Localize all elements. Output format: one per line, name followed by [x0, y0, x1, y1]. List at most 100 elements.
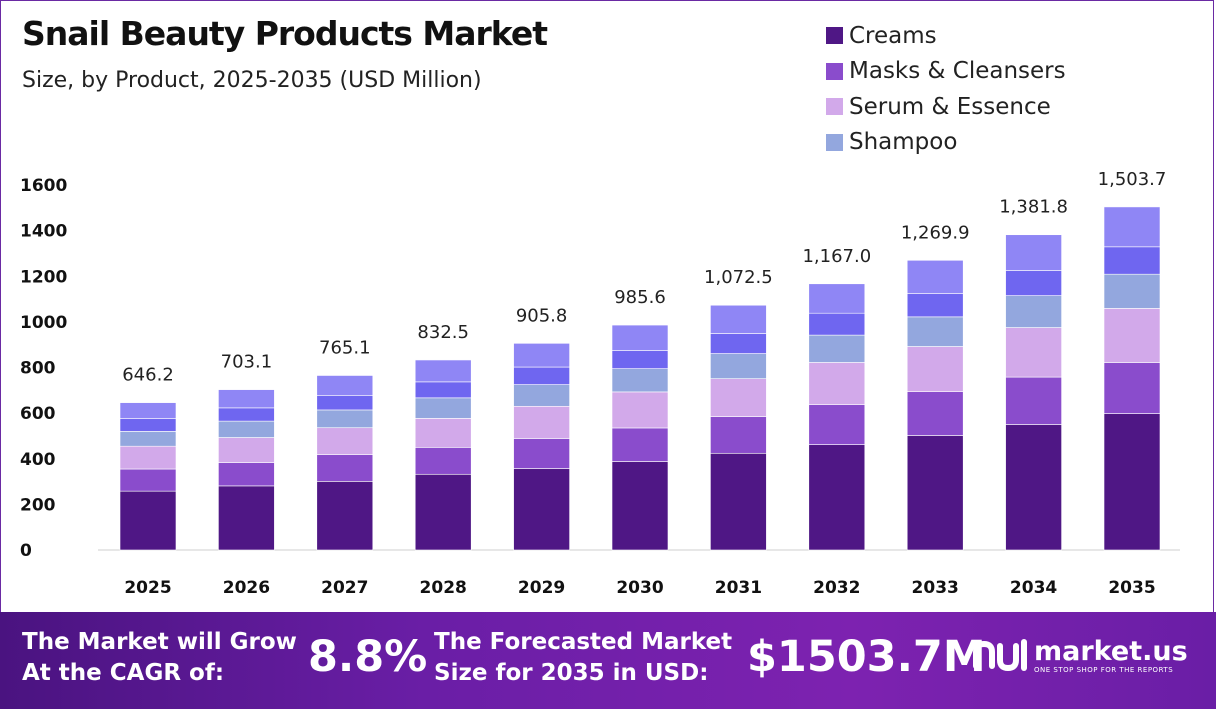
bar-segment	[1005, 270, 1062, 296]
bar-segment	[316, 395, 374, 411]
bar-segment	[906, 293, 964, 318]
bar-segment	[119, 445, 177, 470]
bar-segment	[513, 438, 570, 469]
bar-segment	[906, 391, 964, 436]
bar-segment	[1103, 206, 1161, 248]
data-label: 646.2	[122, 365, 174, 386]
bar-segment	[710, 416, 767, 454]
bar-segment	[1005, 424, 1062, 551]
bar-segment	[808, 362, 866, 405]
legend-swatch	[826, 62, 843, 80]
brand-logo: market.us ONE STOP SHOP FOR THE REPORTS	[972, 636, 1188, 676]
data-label: 1,381.8	[999, 197, 1068, 218]
bar-segment	[710, 333, 767, 354]
bar-segment	[1005, 376, 1062, 425]
chart-subtitle: Size, by Product, 2025-2035 (USD Million…	[22, 68, 482, 93]
bar-segment	[316, 375, 374, 396]
y-tick-label: 600	[20, 404, 56, 424]
bar-segment	[316, 409, 374, 429]
bar-segment	[710, 353, 767, 379]
x-tick-label: 2026	[223, 578, 270, 598]
y-tick-label: 1200	[20, 267, 67, 287]
y-tick-label: 1400	[20, 222, 67, 242]
legend-label: Masks & Cleansers	[849, 58, 1066, 85]
y-tick-label: 1000	[20, 313, 67, 333]
bar-segment	[119, 418, 177, 432]
bar-segment	[513, 405, 570, 439]
bar-segment	[611, 461, 669, 551]
bar-segment	[710, 304, 767, 334]
legend-item: Masks & Cleansers	[826, 54, 1066, 90]
forecast-caption: The Forecasted Market Size for 2035 in U…	[434, 629, 733, 686]
x-tick-label: 2028	[420, 578, 467, 598]
x-tick-label: 2025	[124, 578, 171, 598]
y-tick-label: 800	[20, 359, 56, 379]
data-label: 1,167.0	[802, 246, 871, 267]
bar-segment	[906, 316, 964, 347]
bar-segment	[218, 485, 275, 551]
bar-segment	[218, 462, 275, 487]
bar-segment	[1005, 295, 1062, 328]
data-label: 832.5	[417, 322, 469, 343]
bar-segment	[414, 397, 472, 419]
y-tick-label: 400	[20, 450, 56, 470]
legend-item: Creams	[826, 18, 1066, 54]
data-label: 1,269.9	[901, 222, 970, 243]
bar-segment	[611, 427, 669, 462]
brand-tagline: ONE STOP SHOP FOR THE REPORTS	[1034, 666, 1174, 674]
bar-segment	[414, 473, 472, 551]
data-label: 985.6	[614, 287, 666, 308]
x-tick-label: 2029	[518, 578, 565, 598]
bar-segment	[1103, 308, 1161, 363]
bar-segment	[808, 444, 866, 551]
y-tick-label: 0	[20, 541, 32, 561]
forecast-value: $1503.7M	[747, 632, 986, 682]
bar-segment	[710, 378, 767, 417]
legend-label: Serum & Essence	[849, 93, 1051, 120]
bar-segment	[710, 452, 767, 551]
bar-segment	[1103, 273, 1161, 309]
bar-segment	[218, 437, 275, 463]
x-tick-label: 2030	[616, 578, 663, 598]
x-tick-label: 2031	[715, 578, 762, 598]
legend-item: Shampoo	[826, 125, 1066, 161]
bar-segment	[1103, 413, 1161, 551]
data-label: 703.1	[221, 352, 273, 373]
data-label: 1,503.7	[1098, 169, 1167, 190]
bar-segment	[808, 334, 866, 363]
bar-segment	[316, 427, 374, 455]
bar-segment	[218, 420, 275, 438]
bar-segment	[414, 359, 472, 383]
summary-banner: The Market will Grow At the CAGR of: 8.8…	[0, 612, 1216, 709]
bar-segment	[1103, 362, 1161, 414]
legend-label: Shampoo	[849, 129, 958, 156]
x-tick-label: 2032	[813, 578, 860, 598]
bar-segment	[1005, 327, 1062, 378]
bar-segment	[906, 259, 964, 294]
x-tick-label: 2035	[1108, 578, 1155, 598]
bar-segment	[316, 454, 374, 482]
chart-title: Snail Beauty Products Market	[22, 14, 548, 53]
bar-segment	[513, 366, 570, 385]
bar-segment	[906, 346, 964, 392]
legend-swatch	[826, 27, 843, 45]
bar-segment	[808, 404, 866, 445]
bar-segment	[414, 447, 472, 475]
stacked-bar-chart: 0 200 400 600 800 1000 1200 1400 1600 646.2 2025 70…	[20, 169, 1180, 598]
legend-swatch	[826, 133, 843, 151]
x-tick-label: 2027	[321, 578, 368, 598]
bar-segment	[1005, 234, 1062, 271]
bar-segment	[808, 312, 866, 336]
bar-segment	[611, 391, 669, 429]
market-us-logo-icon	[973, 639, 1027, 672]
bar-segment	[611, 350, 669, 369]
legend-item: Serum & Essence	[826, 89, 1066, 125]
data-label: 1,072.5	[704, 267, 773, 288]
y-tick-label: 1600	[20, 176, 67, 196]
data-label: 765.1	[319, 337, 371, 358]
chart-legend: Creams Masks & Cleansers Serum & Essence Sh…	[826, 18, 1066, 160]
bar-segment	[611, 324, 669, 351]
bar-segment	[119, 468, 177, 492]
x-tick-label: 2033	[912, 578, 959, 598]
bar-segment	[513, 468, 570, 551]
